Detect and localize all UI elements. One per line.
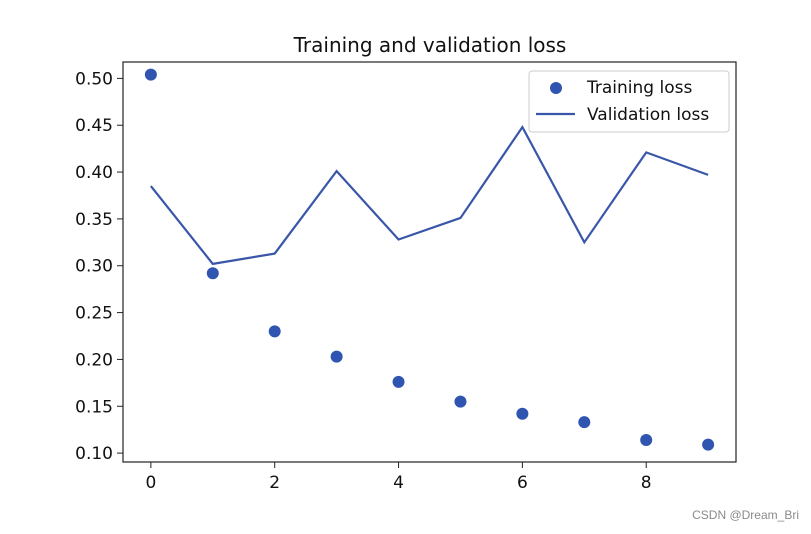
legend-box (528, 70, 730, 133)
training-loss-point (454, 395, 467, 408)
y-tick-label: 0.40 (75, 163, 113, 183)
chart-title: Training and validation loss (293, 33, 567, 57)
training-loss-point (640, 433, 653, 446)
legend: Training loss Validation loss (528, 70, 730, 133)
x-tick-label: 8 (641, 473, 652, 493)
x-axis: 0 2 4 6 8 (145, 462, 652, 493)
y-tick-label: 0.50 (75, 69, 113, 89)
training-loss-point (330, 350, 343, 363)
y-tick-label: 0.35 (75, 210, 113, 230)
validation-loss-line (150, 124, 709, 266)
y-axis: 0.10 0.15 0.20 0.25 0.30 0.35 0.40 0.45 0.50 (75, 69, 123, 464)
x-tick-label: 2 (269, 473, 280, 493)
watermark: CSDN @Dream_Bri (692, 508, 799, 522)
training-loss-points (144, 68, 715, 451)
training-loss-point (702, 438, 715, 451)
legend-validation-label: Validation loss (587, 105, 709, 125)
legend-training-marker (550, 82, 562, 94)
training-loss-point (144, 68, 157, 81)
legend-training-label: Training loss (586, 78, 692, 98)
training-loss-point (392, 375, 405, 388)
y-tick-label: 0.25 (75, 304, 113, 324)
y-tick-label: 0.45 (75, 116, 113, 136)
training-loss-point (578, 416, 591, 429)
y-tick-label: 0.10 (75, 444, 113, 464)
x-tick-label: 4 (393, 473, 404, 493)
x-tick-label: 6 (517, 473, 528, 493)
training-loss-point (516, 407, 529, 420)
training-loss-point (268, 325, 281, 338)
y-tick-label: 0.30 (75, 257, 113, 277)
training-loss-point (206, 267, 219, 280)
x-tick-label: 0 (145, 473, 156, 493)
y-tick-label: 0.20 (75, 350, 113, 370)
y-tick-label: 0.15 (75, 397, 113, 417)
plot-area-frame (122, 61, 737, 463)
